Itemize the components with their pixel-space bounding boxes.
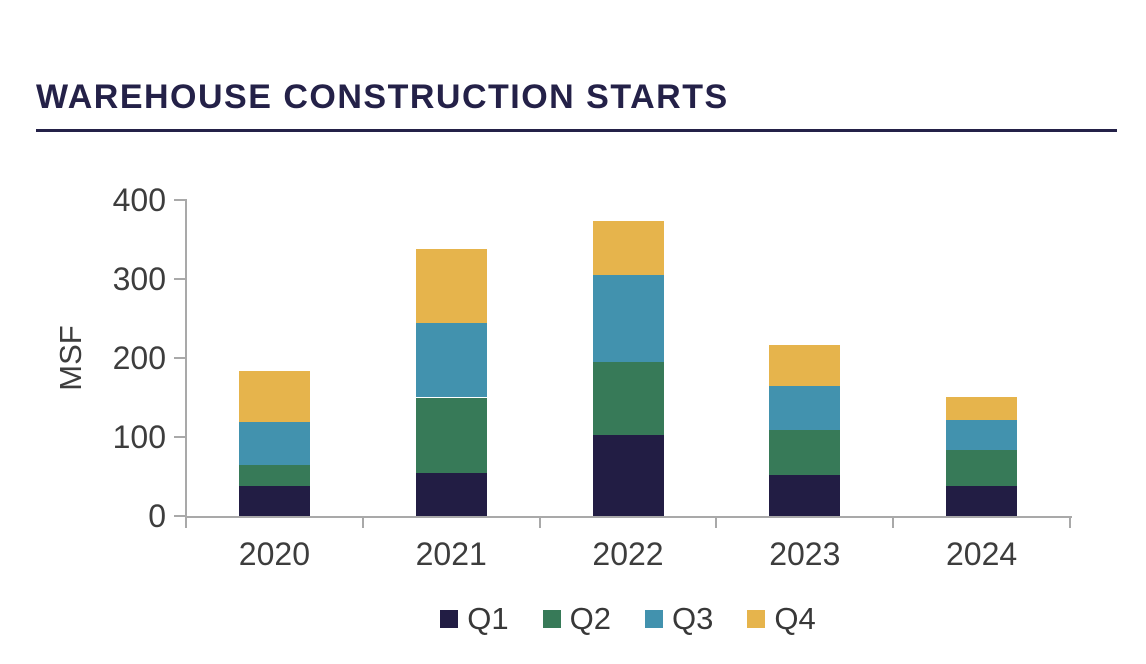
- bar-segment-2023-q1: [769, 474, 841, 516]
- legend-swatch-q1: [440, 609, 459, 628]
- x-axis-label-2020: 2020: [238, 536, 310, 572]
- title-underline: [36, 129, 1117, 132]
- chart-legend: Q1 Q2 Q3 Q4: [186, 603, 1070, 634]
- x-axis-tick: [715, 518, 718, 528]
- legend-item-q1: Q1: [440, 601, 509, 636]
- x-axis-tick: [1069, 518, 1071, 528]
- legend-label-q2: Q2: [569, 601, 611, 636]
- bar-segment-2022-q1: [592, 434, 664, 516]
- x-axis-tick: [538, 518, 541, 528]
- legend-swatch-q2: [542, 609, 561, 628]
- y-axis-tick-label: 200: [112, 340, 166, 376]
- y-axis-title: MSF: [53, 325, 88, 391]
- x-axis-label-2021: 2021: [415, 536, 487, 572]
- bar-segment-2022-q4: [592, 221, 664, 276]
- bar-segment-2020-q4: [238, 371, 310, 422]
- bar-segment-2023-q4: [769, 345, 841, 387]
- y-axis-tick: [174, 436, 186, 438]
- legend-label-q1: Q1: [467, 601, 509, 636]
- bar-segment-2021-q4: [415, 248, 487, 324]
- bar-segment-2023-q3: [769, 386, 841, 430]
- bar-segment-2022-q3: [592, 275, 664, 362]
- y-axis-tick-label: 300: [112, 261, 166, 297]
- x-axis-tick: [361, 518, 364, 528]
- legend-label-q4: Q4: [774, 601, 816, 636]
- legend-item-q4: Q4: [747, 601, 816, 636]
- y-axis-tick: [174, 199, 186, 201]
- x-axis-tick: [185, 518, 187, 528]
- bar-segment-2022-q2: [592, 361, 664, 435]
- bar-segment-2023-q2: [769, 429, 841, 475]
- bar-segment-2024-q1: [946, 485, 1018, 516]
- y-axis-tick: [174, 278, 186, 280]
- legend-label-q3: Q3: [672, 601, 714, 636]
- bar-segment-2021-q1: [415, 472, 487, 516]
- bar-segment-2024-q4: [946, 396, 1018, 421]
- legend-item-q2: Q2: [542, 601, 611, 636]
- bar-segment-2020-q1: [238, 485, 310, 516]
- legend-swatch-q4: [747, 609, 766, 628]
- y-axis-line: [185, 199, 187, 517]
- legend-swatch-q3: [645, 609, 663, 628]
- y-axis-tick-label: 400: [112, 182, 166, 218]
- y-axis-tick-label: 0: [148, 498, 166, 534]
- page-title: WAREHOUSE CONSTRUCTION STARTS: [36, 78, 729, 116]
- legend-item-q3: Q3: [645, 603, 713, 634]
- bar-segment-2020-q3: [238, 421, 310, 466]
- bar-segment-2020-q2: [238, 465, 310, 486]
- x-axis-label-2024: 2024: [946, 536, 1018, 572]
- bar-segment-2021-q2: [415, 397, 487, 473]
- y-axis-tick-label: 100: [112, 419, 166, 455]
- x-axis-tick: [892, 518, 895, 528]
- bar-segment-2024-q2: [946, 450, 1018, 486]
- bar-segment-2021-q3: [415, 323, 487, 398]
- y-axis-tick: [174, 515, 186, 517]
- x-axis-label-2023: 2023: [769, 536, 841, 572]
- x-axis-line: [185, 516, 1072, 518]
- bar-segment-2024-q3: [946, 420, 1018, 451]
- x-axis-label-2022: 2022: [592, 536, 664, 572]
- y-axis-tick: [174, 357, 186, 359]
